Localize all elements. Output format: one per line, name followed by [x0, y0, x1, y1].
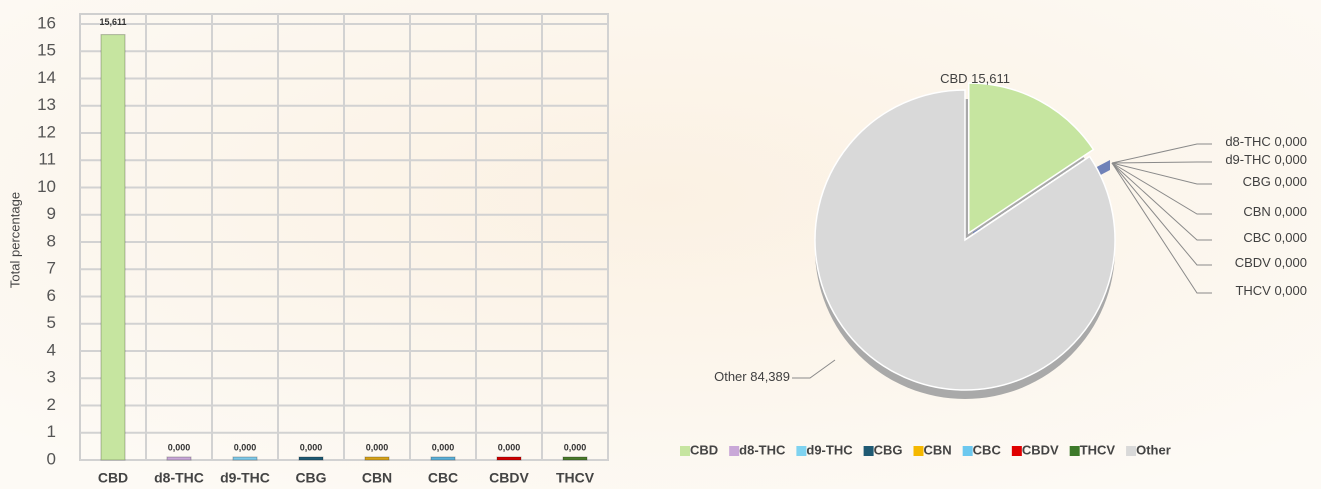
pie-label: THCV 0,000 — [1235, 283, 1307, 298]
legend-swatch — [863, 446, 874, 456]
leader-line — [1111, 162, 1212, 294]
bar — [298, 456, 324, 461]
y-tick-label: 8 — [47, 231, 56, 250]
pie-label-name: THCV — [1235, 283, 1271, 298]
x-tick-label: CBC — [428, 470, 458, 486]
pie-label-name: d9-THC — [1225, 152, 1271, 167]
pie-label: CBD 15,611 — [940, 71, 1010, 86]
legend-label: d8-THC — [739, 442, 786, 457]
pie-label: CBN 0,000 — [1243, 204, 1307, 219]
pie-label-value: 0,000 — [1274, 230, 1307, 245]
value-label: 0,000 — [168, 442, 191, 452]
leader-line — [1111, 161, 1212, 164]
pie-label-name: CBD — [940, 71, 967, 86]
legend-label: CBD — [690, 442, 718, 457]
x-tick-label: THCV — [556, 470, 595, 486]
legend-swatch — [1011, 446, 1022, 456]
y-tick-label: 7 — [47, 259, 56, 278]
pie-label-value: 84,389 — [750, 369, 790, 384]
pie-label-value: 0,000 — [1274, 255, 1307, 270]
y-tick-label: 5 — [47, 313, 56, 332]
x-tick-label: d8-THC — [154, 470, 204, 486]
legend-swatch — [796, 446, 807, 456]
bar — [364, 456, 390, 461]
leader-line — [1111, 162, 1212, 241]
y-tick-label: 0 — [47, 449, 56, 468]
legend-label: CBN — [924, 442, 952, 457]
x-tick-label: CBDV — [489, 470, 529, 486]
legend-swatch — [729, 446, 740, 456]
bar — [232, 456, 258, 461]
value-label: 0,000 — [564, 442, 587, 452]
value-label: 0,000 — [300, 442, 323, 452]
x-tick-label: CBN — [362, 470, 392, 486]
pie-label: CBC 0,000 — [1243, 230, 1307, 245]
legend-label: THCV — [1080, 442, 1116, 457]
legend-label: Other — [1136, 442, 1171, 457]
pie-label: d8-THC 0,000 — [1225, 134, 1307, 149]
leader-line — [1111, 162, 1212, 215]
x-tick-label: d9-THC — [220, 470, 270, 486]
bar — [100, 34, 126, 461]
x-tick-label: CBD — [98, 470, 128, 486]
legend-swatch — [913, 446, 924, 456]
value-label: 0,000 — [432, 442, 455, 452]
pie-label: CBDV 0,000 — [1235, 255, 1307, 270]
leader-line — [1111, 162, 1212, 185]
y-tick-label: 2 — [47, 395, 56, 414]
value-label: 0,000 — [234, 442, 257, 452]
y-tick-label: 10 — [37, 177, 56, 196]
pie-slice — [968, 82, 1095, 235]
pie-label-name: CBC — [1243, 230, 1270, 245]
y-tick-label: 1 — [47, 422, 56, 441]
y-tick-label: 9 — [47, 204, 56, 223]
pie-label-value: 0,000 — [1274, 174, 1307, 189]
y-tick-label: 15 — [37, 41, 56, 60]
legend-label: CBC — [973, 442, 1002, 457]
pie-label-name: CBG — [1243, 174, 1271, 189]
leader-line — [792, 359, 836, 379]
y-tick-label: 11 — [38, 150, 56, 169]
y-tick-label: 16 — [37, 13, 56, 32]
bar — [430, 456, 456, 461]
pie-label-value: 0,000 — [1274, 204, 1307, 219]
legend-label: CBG — [874, 442, 903, 457]
legend-label: d9-THC — [806, 442, 853, 457]
value-label: 0,000 — [498, 442, 521, 452]
pie-label-name: d8-THC — [1225, 134, 1271, 149]
x-tick-label: CBG — [295, 470, 326, 486]
legend-swatch — [1069, 446, 1080, 456]
leader-line — [1111, 143, 1212, 164]
pie-slice — [814, 89, 1116, 391]
leader-line — [1111, 162, 1212, 266]
pie-label: Other 84,389 — [714, 369, 790, 384]
y-axis-title: Total percentage — [7, 192, 22, 288]
value-label: 0,000 — [366, 442, 389, 452]
pie-label-name: CBN — [1243, 204, 1270, 219]
y-tick-label: 4 — [47, 340, 56, 359]
pie-label-value: 0,000 — [1274, 134, 1307, 149]
legend-label: CBDV — [1022, 442, 1059, 457]
pie-label-value: 0,000 — [1274, 283, 1307, 298]
y-tick-label: 12 — [37, 122, 56, 141]
pie-label-name: CBDV — [1235, 255, 1271, 270]
bar — [166, 456, 192, 461]
pie-label-name: Other — [714, 369, 747, 384]
bar — [562, 456, 588, 461]
legend-swatch — [962, 446, 973, 456]
bar — [496, 456, 522, 461]
legend-swatch — [1126, 446, 1137, 456]
pie-label-value: 0,000 — [1274, 152, 1307, 167]
y-tick-label: 13 — [37, 95, 56, 114]
y-tick-label: 3 — [47, 368, 56, 387]
value-label: 15,611 — [99, 17, 126, 27]
y-tick-label: 6 — [47, 286, 56, 305]
pie-label-value: 15,611 — [971, 71, 1010, 86]
pie-label: d9-THC 0,000 — [1225, 152, 1307, 167]
legend-swatch — [680, 446, 690, 456]
pie-label: CBG 0,000 — [1243, 174, 1307, 189]
y-tick-label: 14 — [37, 68, 56, 87]
